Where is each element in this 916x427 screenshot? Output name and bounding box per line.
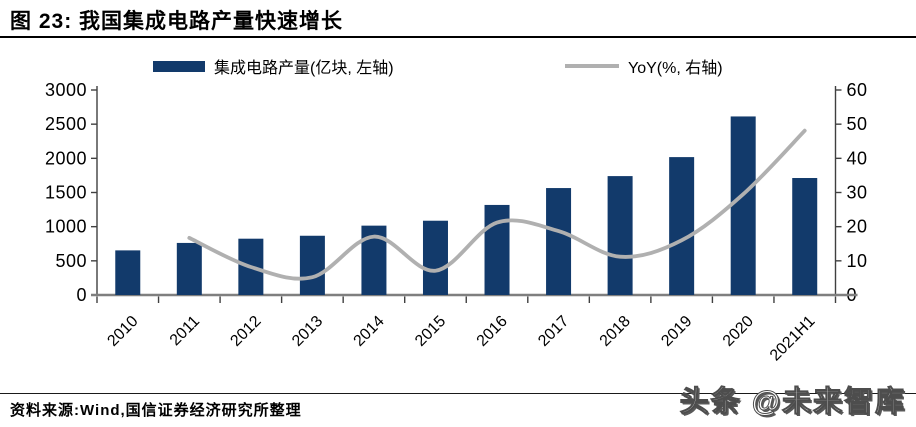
bar-2016 bbox=[484, 204, 510, 295]
legend-item-yoy: YoY(%, 右轴) bbox=[565, 54, 723, 78]
x-axis-label-2020: 2020 bbox=[720, 313, 757, 350]
bar-2021H1 bbox=[792, 178, 818, 295]
bar-2018 bbox=[607, 176, 633, 295]
x-axis-label-2015: 2015 bbox=[412, 313, 449, 350]
yoy-line bbox=[187, 128, 807, 281]
left-axis-tick-label: 3000 bbox=[45, 80, 87, 100]
x-axis-label-2011: 2011 bbox=[167, 313, 203, 349]
legend-yoy-label: YoY(%, 右轴) bbox=[628, 60, 723, 77]
x-axis-label-2013: 2013 bbox=[289, 313, 326, 350]
title-divider bbox=[0, 36, 916, 38]
legend-item-production: 集成电路产量(亿块, 左轴) bbox=[153, 54, 394, 78]
source-note: 资料来源:Wind,国信证券经济研究所整理 bbox=[10, 402, 302, 419]
left-axis-tick-label: 2000 bbox=[45, 148, 87, 168]
right-axis-tick-label: 10 bbox=[847, 251, 868, 271]
left-axis-tick-label: 2500 bbox=[45, 114, 87, 134]
bar-2015 bbox=[422, 220, 448, 295]
footer-divider bbox=[0, 393, 916, 394]
legend-bar-label: 集成电路产量(亿块, 左轴) bbox=[214, 60, 394, 77]
bar-2013 bbox=[299, 235, 325, 295]
right-axis-tick-label: 60 bbox=[847, 80, 868, 100]
right-axis-tick-label: 20 bbox=[847, 217, 868, 237]
x-axis-label-2018: 2018 bbox=[597, 313, 634, 350]
bar-2011 bbox=[176, 242, 202, 295]
x-axis-label-2021H1: 2021H1 bbox=[767, 313, 819, 365]
x-axis-label-2014: 2014 bbox=[351, 313, 388, 350]
x-axis-label-2017: 2017 bbox=[535, 313, 572, 350]
left-axis-tick-label: 500 bbox=[55, 251, 87, 271]
ic-production-combo-chart: 0500100015002000250030000102030405060201… bbox=[45, 80, 868, 365]
x-axis-label-2016: 2016 bbox=[474, 313, 511, 350]
left-axis-tick-label: 1500 bbox=[45, 183, 87, 203]
right-axis-tick-label: 40 bbox=[847, 148, 868, 168]
right-axis-tick-label: 50 bbox=[847, 114, 868, 134]
left-axis-tick-label: 0 bbox=[76, 285, 87, 305]
left-axis-tick-label: 1000 bbox=[45, 217, 87, 237]
watermark: 头条 @未来智库 bbox=[679, 386, 906, 419]
legend-bar-swatch-icon bbox=[153, 60, 205, 72]
right-axis-tick-label: 30 bbox=[847, 183, 868, 203]
bar-2017 bbox=[546, 188, 572, 295]
x-axis-label-2010: 2010 bbox=[104, 313, 141, 350]
bar-2019 bbox=[669, 157, 695, 295]
x-axis-label-2019: 2019 bbox=[658, 313, 695, 350]
bar-2010 bbox=[115, 250, 141, 295]
legend-line-swatch-icon bbox=[565, 64, 619, 68]
bar-2020 bbox=[730, 116, 756, 295]
x-axis-label-2012: 2012 bbox=[227, 313, 264, 350]
figure-title: 图 23: 我国集成电路产量快速增长 bbox=[10, 10, 344, 33]
